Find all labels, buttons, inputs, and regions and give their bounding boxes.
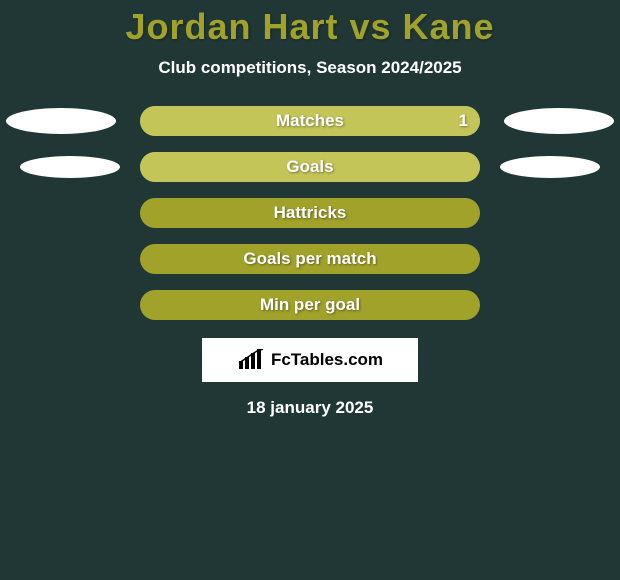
- bar-label: Goals: [286, 157, 333, 177]
- bar-value: 1: [459, 111, 468, 131]
- page-title: Jordan Hart vs Kane: [125, 6, 494, 48]
- ellipse-right-matches: [504, 108, 614, 134]
- bar-label: Goals per match: [243, 249, 376, 269]
- stat-row-hattricks: Hattricks: [0, 198, 620, 228]
- stat-bar: Goals per match: [140, 244, 480, 274]
- subtitle: Club competitions, Season 2024/2025: [158, 58, 461, 78]
- ellipse-right-goals: [500, 156, 600, 178]
- stats-rows: Matches 1 Goals Hattricks Goals per: [0, 106, 620, 320]
- logo-text: FcTables.com: [271, 350, 383, 370]
- stat-row-goals-per-match: Goals per match: [0, 244, 620, 274]
- ellipse-left-goals: [20, 156, 120, 178]
- date-label: 18 january 2025: [247, 398, 374, 418]
- stat-row-goals: Goals: [0, 152, 620, 182]
- stat-bar: Hattricks: [140, 198, 480, 228]
- ellipse-left-matches: [6, 108, 116, 134]
- infographic-container: Jordan Hart vs Kane Club competitions, S…: [0, 0, 620, 580]
- stat-row-min-per-goal: Min per goal: [0, 290, 620, 320]
- stat-row-matches: Matches 1: [0, 106, 620, 136]
- bar-label: Hattricks: [274, 203, 347, 223]
- bar-chart-icon: [237, 349, 265, 371]
- stat-bar: Matches 1: [140, 106, 480, 136]
- stat-bar: Goals: [140, 152, 480, 182]
- bar-label: Matches: [276, 111, 344, 131]
- bar-label: Min per goal: [260, 295, 360, 315]
- logo-box: FcTables.com: [202, 338, 418, 382]
- stat-bar: Min per goal: [140, 290, 480, 320]
